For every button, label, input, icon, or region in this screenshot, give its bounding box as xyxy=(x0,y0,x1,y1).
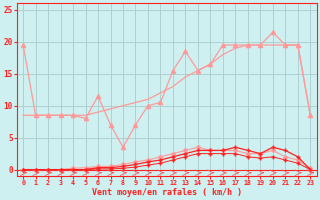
X-axis label: Vent moyen/en rafales ( km/h ): Vent moyen/en rafales ( km/h ) xyxy=(92,188,242,197)
